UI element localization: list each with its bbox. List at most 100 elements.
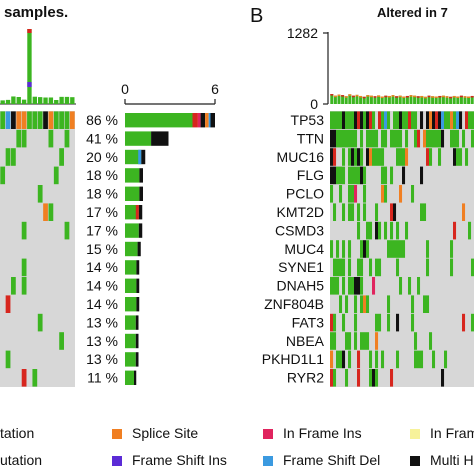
panel-b-cell <box>357 148 361 166</box>
panel-b-cell <box>411 313 415 332</box>
panel-b-cell <box>348 148 352 166</box>
panel-a-cell <box>37 185 43 203</box>
panel-b-cell <box>375 258 379 277</box>
percent-label: 14 % <box>86 296 118 312</box>
percent-label: 13 % <box>86 314 118 330</box>
panel-b-top-bar-segment <box>463 96 467 98</box>
panel-b-cell <box>375 148 379 166</box>
gene-label: TTN <box>297 130 324 146</box>
panel-b-cell <box>381 185 385 203</box>
panel-b-cell <box>336 350 340 369</box>
panel-b-top-bar <box>423 96 427 104</box>
panel-b-top-bar <box>333 95 337 104</box>
panel-b-cell <box>366 129 370 148</box>
panel-b-top-bar <box>355 94 359 104</box>
panel-b-top-bar <box>441 95 445 104</box>
panel-b-top-bar-segment <box>434 96 438 99</box>
panel-b-title: Altered in 7 <box>377 5 448 20</box>
legend-label: utation <box>0 452 42 468</box>
panel-b-cell <box>396 240 400 258</box>
horizontal-bar <box>125 168 140 183</box>
panel-b-cell <box>333 148 337 166</box>
panel-b-cell <box>393 129 397 148</box>
panel-b-cell <box>348 111 352 129</box>
panel-b-cell <box>393 111 397 129</box>
horizontal-bar-segment <box>138 223 143 238</box>
panel-b-cell <box>363 295 367 313</box>
panel-b-top-bar <box>391 95 395 104</box>
panel-b-cell <box>390 221 394 240</box>
panel-b-cell <box>363 166 367 185</box>
panel-b-top-bar-segment <box>330 94 334 96</box>
panel-b-top-bar-segment <box>409 95 413 97</box>
panel-b-cell <box>339 166 343 185</box>
panel-b-cell <box>339 350 343 369</box>
panel-b-top-bar <box>380 96 384 104</box>
panel-b-cell <box>357 277 361 295</box>
panel-b-cell <box>396 111 400 129</box>
panel-b-cell <box>372 148 376 166</box>
gene-label: TP53 <box>291 112 325 128</box>
panel-b-top-bar <box>359 95 363 104</box>
panel-b-cell <box>336 166 340 185</box>
gene-label: MUC16 <box>277 149 325 165</box>
panel-b-cell <box>471 111 474 129</box>
panel-a-cell <box>37 313 43 332</box>
panel-b-cell <box>399 129 403 148</box>
panel-b-cell <box>336 258 340 277</box>
percent-label: 13 % <box>86 351 118 367</box>
panel-b-top-bar <box>351 95 355 104</box>
horizontal-bar-segment <box>136 278 140 293</box>
panel-b-cell <box>426 129 430 148</box>
panel-b-cell <box>399 240 403 258</box>
panel-b-cell <box>459 148 463 166</box>
panel-b-cell <box>411 111 415 129</box>
panel-b-cell <box>375 313 379 332</box>
horizontal-bar-segment <box>200 113 206 128</box>
panel-b-cell <box>468 111 472 129</box>
panel-b-cell <box>429 111 433 129</box>
panel-b-cell <box>369 221 373 240</box>
panel-b-cell <box>471 129 474 148</box>
horizontal-bar-segment <box>138 205 143 220</box>
panel-b-top-bar-segment <box>427 95 431 98</box>
legend-swatch <box>112 429 122 439</box>
panel-b-cell <box>366 148 370 166</box>
panel-a-cell <box>59 111 64 129</box>
panel-b-cell <box>390 369 394 387</box>
percent-label: 14 % <box>86 278 118 294</box>
panel-b-cell <box>381 166 385 185</box>
panel-b-cell <box>465 111 469 129</box>
panel-a-cell <box>21 258 27 277</box>
panel-b-top-bar-segment <box>423 96 427 99</box>
panel-a-top-bar <box>5 99 11 104</box>
panel-b-cell <box>330 277 334 295</box>
percent-label: 11 % <box>87 370 118 386</box>
panel-a-cell <box>64 129 70 148</box>
horizontal-bar-segment <box>192 113 198 128</box>
horizontal-bar <box>125 370 134 385</box>
panel-b-cell <box>357 221 361 240</box>
panel-b-matrix <box>330 111 474 387</box>
panel-a-cell <box>59 148 64 166</box>
panel-b-top-bar <box>366 95 370 104</box>
panel-a-cell <box>5 295 11 313</box>
panel-b-top-bar <box>337 94 341 104</box>
panel-b-ytick-max: 1282 <box>287 25 318 41</box>
panel-b-cell <box>351 166 355 185</box>
panel-b-cell <box>348 185 352 203</box>
panel-b-cell <box>348 240 352 258</box>
legend-swatch <box>263 456 273 466</box>
panel-b-ytick-min: 0 <box>310 96 318 112</box>
panel-b-cell <box>339 129 343 148</box>
horizontal-bar-segment <box>136 297 140 312</box>
panel-b-letter: B <box>250 5 263 27</box>
panel-b-cell <box>417 129 421 148</box>
panel-b-cell <box>333 313 337 332</box>
panel-b-cell <box>399 277 403 295</box>
panel-b-cell <box>396 258 400 277</box>
panel-b-top-bar <box>395 96 399 104</box>
panel-b-cell <box>411 295 415 313</box>
panel-a-cell <box>53 111 59 129</box>
panel-b-top-bar-segment <box>456 96 460 99</box>
